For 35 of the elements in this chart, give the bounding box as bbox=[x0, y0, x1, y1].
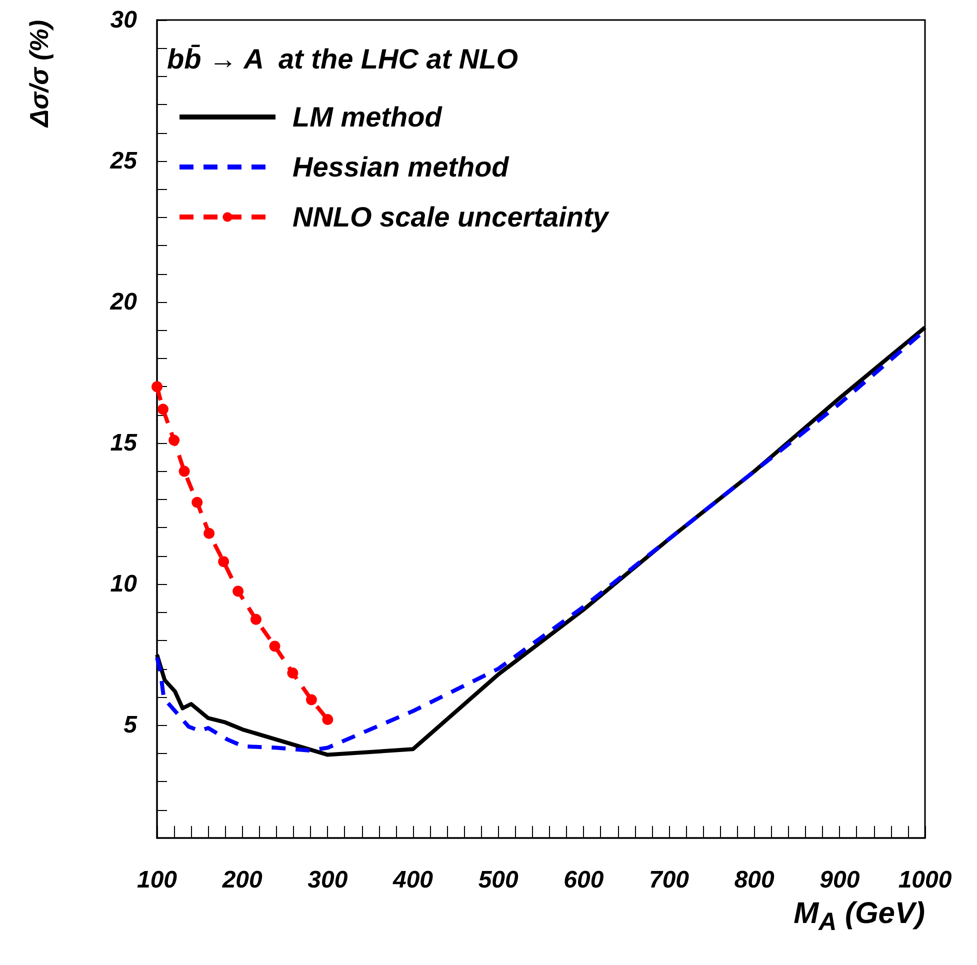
point bbox=[250, 614, 262, 625]
x-tick-label: 200 bbox=[221, 866, 264, 894]
point bbox=[306, 694, 317, 706]
point bbox=[218, 556, 230, 568]
point bbox=[232, 586, 244, 597]
x-tick-label: 600 bbox=[564, 866, 604, 894]
y-axis-title: Δσ/σ (%) bbox=[24, 20, 54, 128]
y-tick-label: 30 bbox=[110, 6, 138, 34]
point bbox=[192, 496, 203, 508]
y-tick-label: 10 bbox=[110, 570, 138, 598]
point bbox=[178, 466, 190, 477]
x-tick-label: 900 bbox=[820, 866, 860, 894]
y-tick-label: 15 bbox=[110, 430, 138, 457]
legend-label: LM method bbox=[292, 102, 443, 132]
point bbox=[157, 404, 168, 415]
x-tick-label: 400 bbox=[392, 866, 434, 894]
x-tick-label: 1000 bbox=[898, 866, 952, 894]
x-tick-label: 800 bbox=[734, 866, 776, 894]
legend-label: NNLO scale uncertainty bbox=[292, 202, 610, 232]
text: bb̄ → A at the LHC at NLO bbox=[167, 44, 518, 74]
point bbox=[204, 528, 215, 539]
x-tick-label: 500 bbox=[478, 866, 520, 894]
y-tick-label: 25 bbox=[109, 148, 138, 175]
point bbox=[287, 667, 298, 678]
y-tick-label: 5 bbox=[124, 712, 138, 739]
x-axis-title: M$_{A}$ (GeV) bbox=[794, 896, 925, 938]
point bbox=[322, 714, 334, 726]
x-tick-label: 100 bbox=[136, 866, 178, 894]
point bbox=[168, 434, 180, 446]
legend-label: Hessian method bbox=[292, 152, 510, 182]
point bbox=[269, 640, 280, 652]
y-tick-label: 20 bbox=[109, 288, 138, 316]
x-tick-label: 300 bbox=[308, 866, 348, 894]
point bbox=[152, 381, 162, 392]
x-tick-label: 700 bbox=[648, 866, 690, 894]
